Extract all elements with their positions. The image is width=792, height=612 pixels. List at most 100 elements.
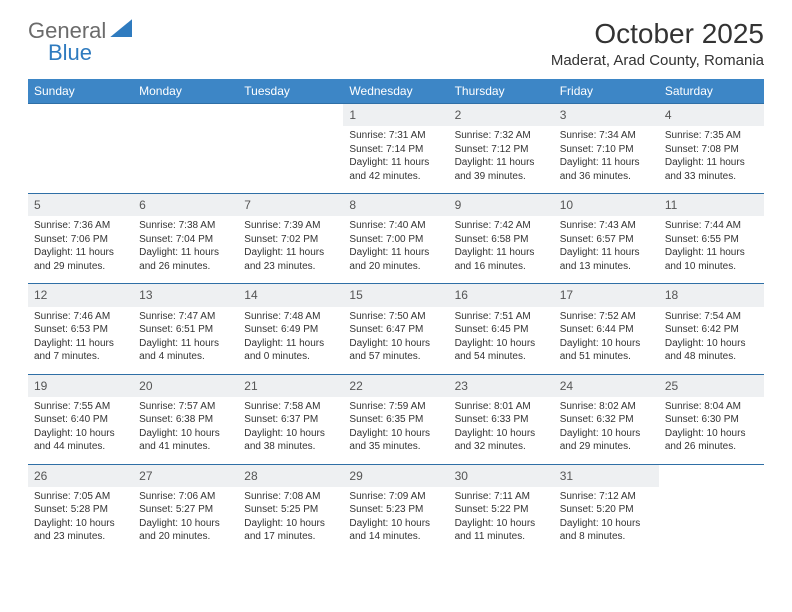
- day-number: 18: [659, 284, 764, 306]
- daylight-line: Daylight: 10 hours and 8 minutes.: [560, 517, 653, 544]
- sunset-line: Sunset: 7:08 PM: [665, 143, 758, 157]
- day-number: 1: [343, 104, 448, 126]
- weekday-header: Saturday: [659, 79, 764, 104]
- day-number: 22: [343, 375, 448, 397]
- daylight-line: Daylight: 10 hours and 26 minutes.: [665, 427, 758, 454]
- sunset-line: Sunset: 5:25 PM: [244, 503, 337, 517]
- calendar-day-cell: 11Sunrise: 7:44 AMSunset: 6:55 PMDayligh…: [659, 194, 764, 284]
- calendar-day-cell: 15Sunrise: 7:50 AMSunset: 6:47 PMDayligh…: [343, 284, 448, 374]
- calendar-day-cell: 22 Sunrise: 7:59 AMSunset: 6:35 PMDayligh…: [343, 374, 448, 464]
- daylight-line: Daylight: 11 hours and 0 minutes.: [244, 337, 337, 364]
- calendar-day-cell: 5Sunrise: 7:36 AMSunset: 7:06 PMDaylight…: [28, 194, 133, 284]
- calendar-week-row: 26Sunrise: 7:05 AMSunset: 5:28 PMDayligh…: [28, 464, 764, 554]
- daylight-line: Daylight: 11 hours and 16 minutes.: [455, 246, 548, 273]
- daylight-line: Daylight: 11 hours and 13 minutes.: [560, 246, 653, 273]
- daylight-line: Daylight: 11 hours and 7 minutes.: [34, 337, 127, 364]
- daylight-line: Daylight: 11 hours and 20 minutes.: [349, 246, 442, 273]
- calendar-day-cell: 29Sunrise: 7:09 AMSunset: 5:23 PMDayligh…: [343, 464, 448, 554]
- daylight-line: Daylight: 11 hours and 4 minutes.: [139, 337, 232, 364]
- day-number: 29: [343, 465, 448, 487]
- sunrise-line: Sunrise: 7:52 AM: [560, 310, 653, 324]
- daylight-line: Daylight: 10 hours and 48 minutes.: [665, 337, 758, 364]
- day-number: 21: [238, 375, 343, 397]
- calendar-day-cell: 18Sunrise: 7:54 AMSunset: 6:42 PMDayligh…: [659, 284, 764, 374]
- sunrise-line: Sunrise: 7:35 AM: [665, 129, 758, 143]
- calendar-day-cell: 20Sunrise: 7:57 AMSunset: 6:38 PMDayligh…: [133, 374, 238, 464]
- calendar-day-cell: 6Sunrise: 7:38 AMSunset: 7:04 PMDaylight…: [133, 194, 238, 284]
- sunset-line: Sunset: 6:55 PM: [665, 233, 758, 247]
- sunset-line: Sunset: 6:45 PM: [455, 323, 548, 337]
- sunrise-line: Sunrise: 8:04 AM: [665, 400, 758, 414]
- sunrise-line: Sunrise: 7:46 AM: [34, 310, 127, 324]
- sunrise-line: Sunrise: 7:50 AM: [349, 310, 442, 324]
- daylight-line: Daylight: 10 hours and 57 minutes.: [349, 337, 442, 364]
- day-number: 5: [28, 194, 133, 216]
- calendar-day-cell: 1 Sunrise: 7:31 AMSunset: 7:14 PMDaylight…: [343, 104, 448, 194]
- day-number: 19: [28, 375, 133, 397]
- day-number: 28: [238, 465, 343, 487]
- calendar-day-cell: 4 Sunrise: 7:35 AMSunset: 7:08 PMDaylight…: [659, 104, 764, 194]
- calendar-day-cell: 12Sunrise: 7:46 AMSunset: 6:53 PMDayligh…: [28, 284, 133, 374]
- calendar-week-row: 5Sunrise: 7:36 AMSunset: 7:06 PMDaylight…: [28, 194, 764, 284]
- calendar-table: Sunday Monday Tuesday Wednesday Thursday…: [28, 79, 764, 554]
- sunset-line: Sunset: 6:57 PM: [560, 233, 653, 247]
- calendar-day-cell: 17Sunrise: 7:52 AMSunset: 6:44 PMDayligh…: [554, 284, 659, 374]
- daylight-line: Daylight: 10 hours and 20 minutes.: [139, 517, 232, 544]
- day-number: 23: [449, 375, 554, 397]
- day-number: 31: [554, 465, 659, 487]
- day-number: 9: [449, 194, 554, 216]
- calendar-day-cell: 7Sunrise: 7:39 AMSunset: 7:02 PMDaylight…: [238, 194, 343, 284]
- daylight-line: Daylight: 11 hours and 33 minutes.: [665, 156, 758, 183]
- sunrise-line: Sunrise: 7:09 AM: [349, 490, 442, 504]
- day-number: 12: [28, 284, 133, 306]
- calendar-day-cell: 14Sunrise: 7:48 AMSunset: 6:49 PMDayligh…: [238, 284, 343, 374]
- sunrise-line: Sunrise: 7:48 AM: [244, 310, 337, 324]
- sunrise-line: Sunrise: 7:39 AM: [244, 219, 337, 233]
- calendar-day-cell: 16Sunrise: 7:51 AMSunset: 6:45 PMDayligh…: [449, 284, 554, 374]
- day-number: 26: [28, 465, 133, 487]
- daylight-line: Daylight: 11 hours and 42 minutes.: [349, 156, 442, 183]
- sunset-line: Sunset: 7:12 PM: [455, 143, 548, 157]
- sunrise-line: Sunrise: 7:40 AM: [349, 219, 442, 233]
- calendar-day-cell: 3Sunrise: 7:34 AMSunset: 7:10 PMDaylight…: [554, 104, 659, 194]
- day-number: 10: [554, 194, 659, 216]
- sunset-line: Sunset: 5:27 PM: [139, 503, 232, 517]
- sunrise-line: Sunrise: 7:44 AM: [665, 219, 758, 233]
- sunrise-line: Sunrise: 7:59 AM: [349, 400, 442, 414]
- sunset-line: Sunset: 6:51 PM: [139, 323, 232, 337]
- weekday-header: Friday: [554, 79, 659, 104]
- day-number: 4: [659, 104, 764, 126]
- calendar-day-cell: [238, 104, 343, 194]
- calendar-day-cell: [659, 464, 764, 554]
- daylight-line: Daylight: 11 hours and 39 minutes.: [455, 156, 548, 183]
- sunset-line: Sunset: 7:10 PM: [560, 143, 653, 157]
- calendar-week-row: 19Sunrise: 7:55 AMSunset: 6:40 PMDayligh…: [28, 374, 764, 464]
- calendar-day-cell: 27Sunrise: 7:06 AMSunset: 5:27 PMDayligh…: [133, 464, 238, 554]
- daylight-line: Daylight: 10 hours and 35 minutes.: [349, 427, 442, 454]
- daylight-line: Daylight: 10 hours and 11 minutes.: [455, 517, 548, 544]
- day-number: 2: [449, 104, 554, 126]
- sunrise-line: Sunrise: 7:42 AM: [455, 219, 548, 233]
- weekday-header: Thursday: [449, 79, 554, 104]
- calendar-day-cell: 21Sunrise: 7:58 AMSunset: 6:37 PMDayligh…: [238, 374, 343, 464]
- day-number: 15: [343, 284, 448, 306]
- calendar-day-cell: 9Sunrise: 7:42 AMSunset: 6:58 PMDaylight…: [449, 194, 554, 284]
- sunset-line: Sunset: 6:40 PM: [34, 413, 127, 427]
- sunset-line: Sunset: 7:06 PM: [34, 233, 127, 247]
- month-title: October 2025: [551, 18, 764, 50]
- calendar-day-cell: 19Sunrise: 7:55 AMSunset: 6:40 PMDayligh…: [28, 374, 133, 464]
- daylight-line: Daylight: 10 hours and 51 minutes.: [560, 337, 653, 364]
- daylight-line: Daylight: 10 hours and 32 minutes.: [455, 427, 548, 454]
- calendar-day-cell: 24Sunrise: 8:02 AMSunset: 6:32 PMDayligh…: [554, 374, 659, 464]
- sunset-line: Sunset: 6:35 PM: [349, 413, 442, 427]
- sunrise-line: Sunrise: 7:31 AM: [349, 129, 442, 143]
- sunset-line: Sunset: 5:20 PM: [560, 503, 653, 517]
- sunrise-line: Sunrise: 8:01 AM: [455, 400, 548, 414]
- sunrise-line: Sunrise: 7:58 AM: [244, 400, 337, 414]
- day-number: 13: [133, 284, 238, 306]
- daylight-line: Daylight: 11 hours and 10 minutes.: [665, 246, 758, 273]
- sunset-line: Sunset: 7:14 PM: [349, 143, 442, 157]
- day-number: 17: [554, 284, 659, 306]
- sunset-line: Sunset: 7:02 PM: [244, 233, 337, 247]
- sunrise-line: Sunrise: 7:57 AM: [139, 400, 232, 414]
